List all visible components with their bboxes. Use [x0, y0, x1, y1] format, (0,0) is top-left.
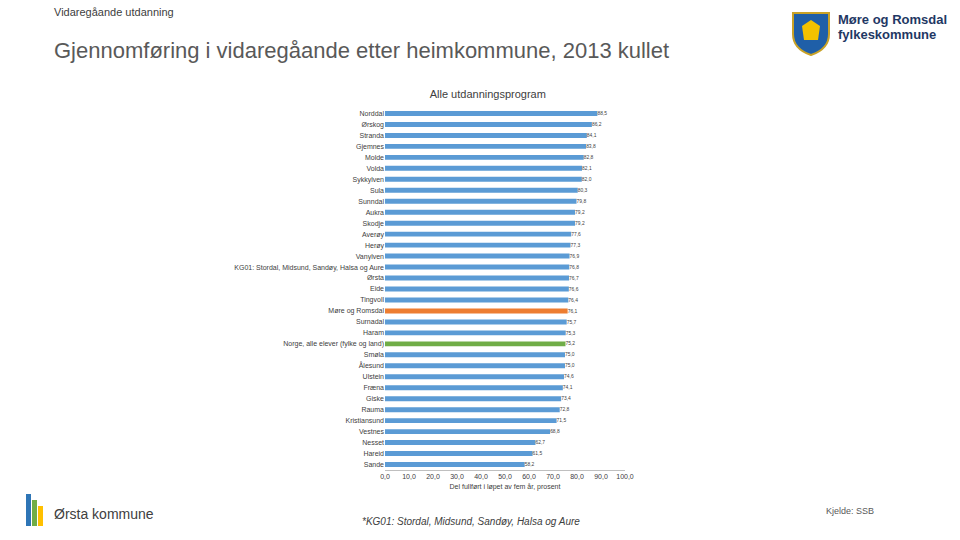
svg-text:76,8: 76,8 — [569, 265, 579, 270]
svg-text:83,8: 83,8 — [586, 144, 596, 149]
html-text:Gjennomføring i vidaregåande e: Gjennomføring i vidaregåande etter heimk… — [54, 38, 670, 63]
svg-text:Nesset: Nesset — [362, 439, 384, 446]
svg-text:Norge, alle elever (fylke og l: Norge, alle elever (fylke og land) — [283, 340, 384, 348]
svg-text:Ulstein: Ulstein — [363, 373, 385, 380]
svg-text:Sande: Sande — [364, 461, 384, 468]
svg-text:40,0: 40,0 — [474, 473, 488, 480]
svg-text:72,8: 72,8 — [560, 407, 570, 412]
svg-text:Møre og Romsdal: Møre og Romsdal — [328, 307, 384, 315]
svg-text:75,0: 75,0 — [565, 363, 575, 368]
svg-text:100,0: 100,0 — [616, 473, 634, 480]
svg-text:Averøy: Averøy — [362, 231, 385, 239]
svg-text:Ørsta: Ørsta — [367, 274, 384, 281]
svg-text:79,2: 79,2 — [575, 221, 585, 226]
svg-text:Ålesund: Ålesund — [359, 361, 384, 369]
svg-text:Giske: Giske — [366, 395, 384, 402]
svg-text:82,1: 82,1 — [582, 166, 592, 171]
svg-text:0,0: 0,0 — [380, 473, 390, 480]
svg-text:Sykkylven: Sykkylven — [352, 176, 384, 184]
svg-text:60,0: 60,0 — [522, 473, 536, 480]
svg-text:61,5: 61,5 — [533, 451, 543, 456]
svg-text:77,6: 77,6 — [571, 232, 581, 237]
html-text:*KG01: Stordal, Midsund, Sandø: *KG01: Stordal, Midsund, Sandøy, Halsa o… — [362, 516, 580, 527]
svg-text:82,8: 82,8 — [584, 155, 594, 160]
svg-text:80,0: 80,0 — [570, 473, 584, 480]
svg-text:Smøla: Smøla — [364, 351, 384, 358]
svg-text:Stranda: Stranda — [359, 132, 384, 139]
svg-text:Gjemnes: Gjemnes — [356, 143, 385, 151]
svg-text:Sula: Sula — [370, 187, 384, 194]
svg-text:Vestnes: Vestnes — [359, 428, 384, 435]
svg-text:Herøy: Herøy — [365, 242, 385, 250]
svg-text:73,4: 73,4 — [561, 396, 571, 401]
svg-text:20,0: 20,0 — [426, 473, 440, 480]
svg-text:79,8: 79,8 — [577, 199, 587, 204]
svg-text:84,1: 84,1 — [587, 133, 597, 138]
svg-text:76,7: 76,7 — [569, 276, 579, 281]
html-text:Møre og Romsdal: Møre og Romsdal — [838, 12, 948, 27]
svg-text:76,6: 76,6 — [569, 287, 579, 292]
svg-text:75,3: 75,3 — [566, 331, 576, 336]
svg-text:Skodje: Skodje — [363, 220, 385, 228]
svg-text:Alle utdanningsprogram: Alle utdanningsprogram — [430, 88, 546, 100]
svg-text:75,0: 75,0 — [565, 352, 575, 357]
svg-text:58,2: 58,2 — [525, 462, 535, 467]
svg-text:Hareid: Hareid — [363, 450, 384, 457]
svg-text:68,8: 68,8 — [550, 429, 560, 434]
html-text:Ørsta kommune: Ørsta kommune — [54, 506, 154, 522]
svg-text:75,7: 75,7 — [567, 320, 577, 325]
svg-text:82,0: 82,0 — [582, 177, 592, 182]
svg-text:74,1: 74,1 — [563, 385, 573, 390]
svg-text:76,1: 76,1 — [568, 309, 578, 314]
svg-text:76,9: 76,9 — [570, 254, 580, 259]
svg-text:75,2: 75,2 — [565, 341, 575, 346]
svg-text:50,0: 50,0 — [498, 473, 512, 480]
svg-text:10,0: 10,0 — [402, 473, 416, 480]
svg-text:Sunndal: Sunndal — [358, 198, 384, 205]
svg-text:Eide: Eide — [370, 285, 384, 292]
html-text:Vidaregåande utdanning: Vidaregåande utdanning — [54, 6, 174, 18]
svg-text:80,3: 80,3 — [578, 188, 588, 193]
svg-text:70,0: 70,0 — [546, 473, 560, 480]
svg-text:KG01: Stordal, Midsund, Sandøy: KG01: Stordal, Midsund, Sandøy, Halsa og… — [234, 264, 384, 272]
svg-text:Vanylven: Vanylven — [356, 253, 384, 261]
svg-text:Molde: Molde — [365, 154, 384, 161]
svg-text:Aukra: Aukra — [366, 209, 384, 216]
svg-text:Kristiansund: Kristiansund — [345, 417, 384, 424]
svg-text:79,2: 79,2 — [575, 210, 585, 215]
svg-text:Ørskog: Ørskog — [361, 121, 384, 129]
svg-text:90,0: 90,0 — [594, 473, 608, 480]
svg-text:Haram: Haram — [363, 329, 384, 336]
svg-text:Fræna: Fræna — [363, 384, 384, 391]
svg-text:Tingvoll: Tingvoll — [360, 296, 384, 304]
svg-text:71,5: 71,5 — [557, 418, 567, 423]
html-text:Kjelde: SSB: Kjelde: SSB — [826, 506, 874, 516]
svg-text:77,3: 77,3 — [571, 243, 581, 248]
svg-text:62,7: 62,7 — [536, 440, 546, 445]
svg-text:Rauma: Rauma — [361, 406, 384, 413]
svg-text:Del fullført i løpet av fem år: Del fullført i løpet av fem år, prosent — [450, 483, 561, 491]
html-text:fylkeskommune: fylkeskommune — [838, 27, 937, 42]
svg-text:74,6: 74,6 — [564, 374, 574, 379]
svg-text:30,0: 30,0 — [450, 473, 464, 480]
svg-text:88,5: 88,5 — [597, 111, 607, 116]
svg-text:86,2: 86,2 — [592, 122, 602, 127]
svg-text:Norddal: Norddal — [359, 110, 384, 117]
svg-text:76,4: 76,4 — [568, 298, 578, 303]
svg-text:Volda: Volda — [366, 165, 384, 172]
svg-text:Surnadal: Surnadal — [356, 318, 384, 325]
